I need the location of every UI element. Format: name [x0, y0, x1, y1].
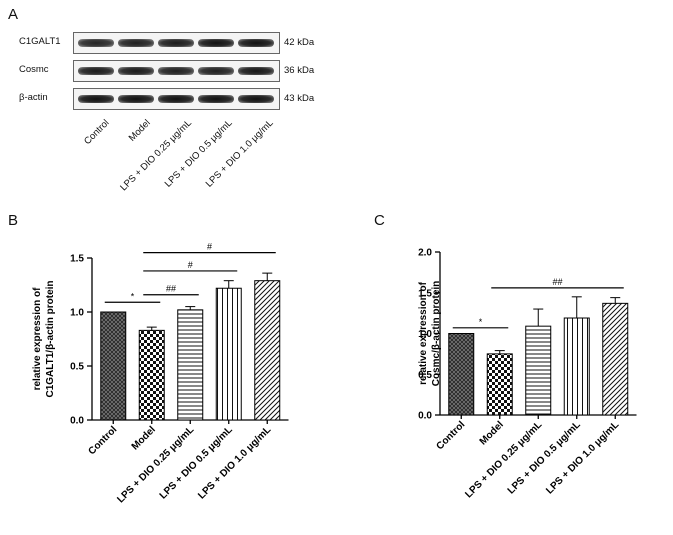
panel-letter-b: B: [8, 212, 19, 229]
lane-label-model: Model: [126, 117, 153, 144]
blot-band: [238, 67, 274, 75]
y-axis-label-line: relative expression of: [32, 287, 43, 390]
x-tick-label: LPS + DIO 0.25 μg/mL: [115, 424, 196, 505]
lane-label-control: Control: [82, 117, 112, 148]
x-tick-label: Control: [86, 424, 119, 457]
x-tick-label: Model: [478, 419, 506, 447]
bar-2: [138, 329, 165, 421]
significance-label: ##: [552, 277, 562, 287]
x-tick-label: LPS + DIO 0.5 μg/mL: [158, 424, 235, 501]
significance-label: #: [188, 260, 193, 270]
y-tick-label: 1.0: [418, 329, 432, 340]
kda-label-cosmc: 36 kDa: [284, 65, 315, 76]
x-tick-label: LPS + DIO 0.5 μg/mL: [506, 419, 583, 496]
blot-band: [238, 39, 274, 47]
y-tick-label: 1.0: [70, 308, 84, 319]
blot-band: [118, 95, 154, 103]
x-tick-label: LPS + DIO 1.0 μg/mL: [544, 419, 621, 496]
x-tick-label: LPS + DIO 1.0 μg/mL: [196, 424, 273, 501]
chart-c1galt1: relative expression of C1GALT1/β-actin pr…: [32, 242, 289, 505]
blot-band: [78, 39, 114, 47]
bar-3: [525, 325, 552, 416]
y-axis-label-line: C1GALT1/β-actin protein: [45, 280, 56, 397]
kda-label-beta-actin: 43 kDa: [284, 93, 315, 104]
y-tick-label: 2.0: [418, 248, 432, 259]
blot-band: [78, 95, 114, 103]
y-tick-label: 0.5: [418, 370, 432, 381]
panel-letter-c: C: [374, 212, 385, 229]
y-tick-label: 0.5: [70, 362, 84, 373]
bar-4: [563, 317, 590, 416]
blot-strip-c1galt1: [73, 32, 280, 54]
panel-letter-a: A: [8, 6, 19, 23]
blot-band: [158, 95, 194, 103]
x-tick-label: Model: [130, 424, 158, 452]
x-tick-label: Control: [434, 419, 467, 452]
blot-label-cosmc: Cosmc: [19, 64, 49, 75]
y-tick-label: 1.5: [70, 254, 84, 265]
blot-band: [198, 67, 234, 75]
significance-label: *: [479, 317, 483, 327]
bar-3: [177, 309, 204, 421]
blot-label-c1galt1: C1GALT1: [19, 36, 61, 47]
bar-5: [254, 280, 281, 421]
blot-band: [238, 95, 274, 103]
blot-band: [78, 67, 114, 75]
significance-label: ##: [166, 284, 176, 294]
bar-4: [215, 287, 242, 421]
blot-band: [198, 95, 234, 103]
bar-1: [448, 333, 475, 416]
blot-strip-cosmc: [73, 60, 280, 82]
bar-1: [100, 311, 127, 421]
blot-band: [118, 39, 154, 47]
blot-band: [118, 67, 154, 75]
blot-band: [158, 39, 194, 47]
significance-label: *: [131, 291, 135, 301]
y-tick-label: 1.5: [418, 288, 432, 299]
y-tick-label: 0.0: [70, 416, 84, 427]
y-axis-label-line: relative expression of: [418, 281, 429, 384]
lane-label-dio-025: LPS + DIO 0.25 μg/mL: [118, 117, 194, 194]
x-tick-label: LPS + DIO 0.25 μg/mL: [463, 419, 544, 500]
chart-cosmc: relative expression of Cosmc/β-actin prot…: [418, 248, 637, 500]
western-blot-panel: A C1GALT1 Cosmc β-actin 42 kDa 36 kDa 43…: [0, 0, 673, 200]
kda-label-c1galt1: 42 kDa: [284, 37, 315, 48]
bar-2: [486, 353, 513, 416]
significance-label: #: [207, 242, 212, 252]
y-axis-label: relative expression of C1GALT1/β-actin pr…: [32, 280, 56, 397]
blot-label-beta-actin: β-actin: [19, 92, 48, 103]
bar-5: [602, 302, 629, 416]
blot-strip-beta-actin: [73, 88, 280, 110]
blot-band: [158, 67, 194, 75]
y-tick-label: 0.0: [418, 411, 432, 422]
blot-band: [198, 39, 234, 47]
